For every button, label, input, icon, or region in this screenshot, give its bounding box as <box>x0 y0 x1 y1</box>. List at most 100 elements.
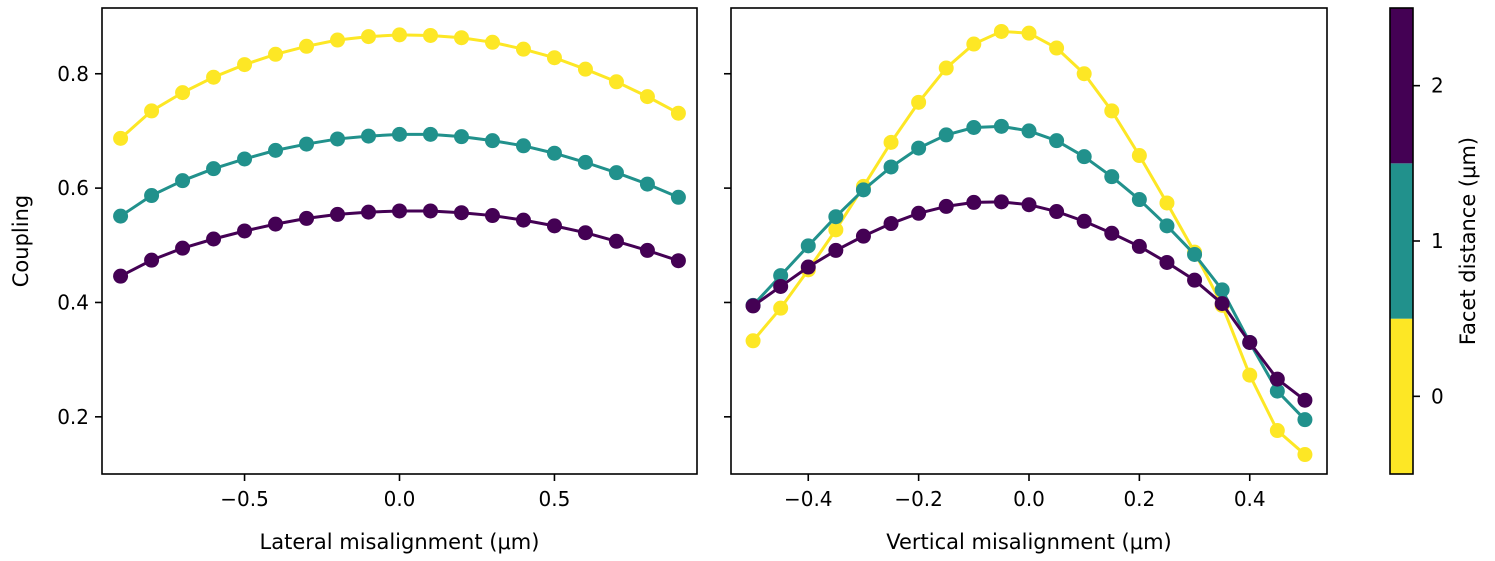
data-point-series-1 <box>938 127 954 143</box>
data-point-series-1 <box>1269 383 1285 399</box>
data-point-series-1 <box>453 129 469 145</box>
data-point-series-2 <box>855 228 871 244</box>
colorbar: 0 1 2 Facet distance (μm) <box>1389 7 1480 475</box>
data-point-series-2 <box>268 216 284 232</box>
data-point-series-2 <box>883 216 899 232</box>
series-line-2 <box>119 209 679 278</box>
data-point-series-1 <box>577 154 593 170</box>
data-point-series-2 <box>299 210 315 226</box>
data-point-series-0 <box>1131 148 1147 164</box>
data-point-series-1 <box>546 145 562 161</box>
data-point-series-1 <box>1021 123 1037 139</box>
data-point-series-2 <box>515 212 531 228</box>
data-point-series-2 <box>608 233 624 249</box>
plot-frame <box>730 7 1328 475</box>
y-tick-label: 0.2 <box>57 405 89 429</box>
data-point-series-2 <box>361 204 377 220</box>
data-point-series-1 <box>330 131 346 147</box>
data-point-series-2 <box>392 203 407 219</box>
y-axis-label: Coupling <box>9 195 33 287</box>
data-point-series-1 <box>1076 149 1092 165</box>
data-point-series-2 <box>113 268 129 284</box>
data-point-series-1 <box>361 128 377 144</box>
y-tick-label: 0.8 <box>57 62 89 86</box>
data-point-series-0 <box>392 27 407 43</box>
data-point-series-2 <box>1187 272 1203 288</box>
data-point-series-0 <box>670 105 686 121</box>
x-tick-label: −0.5 <box>220 487 269 511</box>
colorbar-tick-label: 1 <box>1431 229 1444 253</box>
data-point-series-0 <box>1159 195 1175 211</box>
data-point-series-2 <box>1131 238 1147 254</box>
data-point-series-2 <box>422 203 438 219</box>
data-point-series-1 <box>1187 246 1203 262</box>
data-point-series-1 <box>800 238 816 254</box>
data-point-series-1 <box>1104 169 1120 185</box>
data-point-series-2 <box>639 242 655 258</box>
data-point-series-1 <box>1297 412 1313 428</box>
data-point-series-0 <box>515 41 531 57</box>
x-axis-label: Lateral misalignment (μm) <box>260 530 540 554</box>
colorbar-label: Facet distance (μm) <box>1456 137 1480 345</box>
data-point-series-0 <box>639 89 655 105</box>
data-point-series-0 <box>745 333 761 349</box>
data-point-series-2 <box>175 240 191 256</box>
data-point-series-1 <box>883 159 899 175</box>
data-point-series-2 <box>577 225 593 241</box>
data-point-series-2 <box>966 194 982 210</box>
data-point-series-0 <box>484 34 500 50</box>
data-point-series-2 <box>206 231 222 247</box>
data-point-series-1 <box>484 133 500 149</box>
data-point-series-0 <box>113 130 129 146</box>
data-point-series-0 <box>773 300 789 316</box>
data-point-series-0 <box>828 222 844 238</box>
data-point-series-2 <box>237 223 253 239</box>
data-point-series-1 <box>911 140 927 156</box>
data-point-series-2 <box>1297 392 1313 408</box>
data-point-series-0 <box>1076 66 1092 82</box>
data-point-series-2 <box>1021 197 1037 213</box>
data-point-series-1 <box>608 165 624 181</box>
data-point-series-0 <box>608 74 624 90</box>
data-point-series-2 <box>1049 204 1065 220</box>
data-point-series-0 <box>299 38 315 54</box>
y-tick-label: 0.4 <box>57 290 89 314</box>
data-point-series-0 <box>1021 25 1037 41</box>
data-point-series-2 <box>1104 225 1120 241</box>
data-point-series-1 <box>113 208 129 224</box>
data-point-series-0 <box>1269 423 1285 439</box>
data-point-series-1 <box>237 151 253 167</box>
data-point-series-1 <box>966 120 982 135</box>
x-tick-label: 0.5 <box>539 487 571 511</box>
data-point-series-2 <box>938 198 954 214</box>
data-point-series-2 <box>144 252 160 268</box>
data-point-series-0 <box>546 50 562 66</box>
x-tick-label: 0.0 <box>1013 487 1045 511</box>
data-point-series-2 <box>484 208 500 224</box>
series-line-0 <box>119 33 680 140</box>
colorbar-tick-label: 0 <box>1431 384 1444 408</box>
data-point-series-1 <box>639 176 655 192</box>
x-axis-label: Vertical misalignment (μm) <box>886 530 1172 554</box>
data-point-series-0 <box>237 57 253 73</box>
data-point-series-1 <box>175 173 191 189</box>
data-point-series-0 <box>175 85 191 101</box>
x-tick-label: −0.4 <box>784 487 833 511</box>
data-point-series-2 <box>546 218 562 234</box>
data-point-series-2 <box>1214 296 1230 312</box>
colorbar-band-1 <box>1390 163 1413 319</box>
data-point-series-1 <box>828 209 844 225</box>
colorbar-band-2 <box>1390 8 1413 164</box>
data-point-series-1 <box>206 161 222 177</box>
data-point-series-0 <box>993 23 1009 39</box>
data-point-series-0 <box>144 103 160 119</box>
data-point-series-0 <box>1297 447 1313 463</box>
series-line-1 <box>751 124 1307 421</box>
data-point-series-2 <box>1076 213 1092 229</box>
data-point-series-2 <box>670 253 686 269</box>
data-point-series-1 <box>299 136 315 152</box>
data-point-series-1 <box>392 126 407 142</box>
data-point-series-0 <box>911 94 927 110</box>
data-point-series-1 <box>855 182 871 198</box>
